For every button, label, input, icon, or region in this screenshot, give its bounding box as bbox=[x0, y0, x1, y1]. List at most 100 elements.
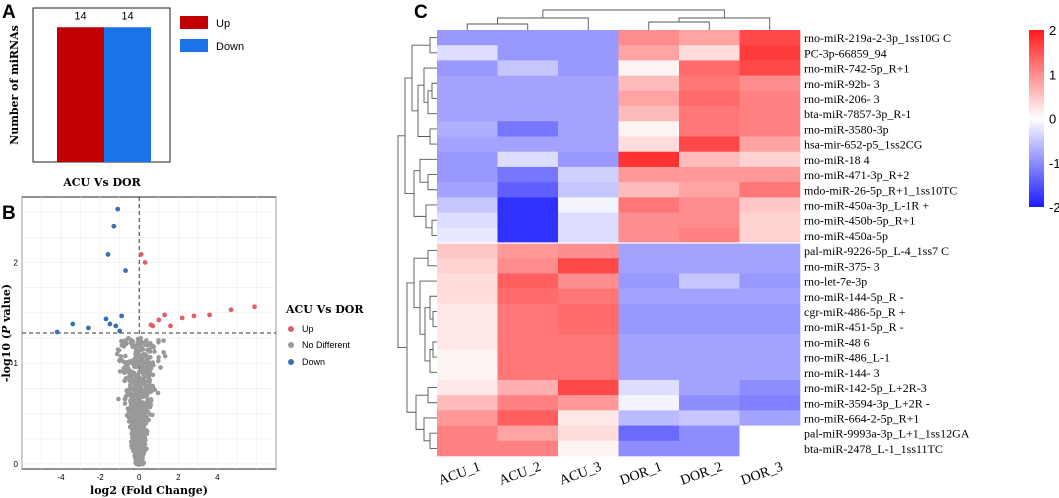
volcano-legend-title: ACU Vs DOR bbox=[285, 303, 364, 316]
heatmap-cell bbox=[679, 45, 740, 61]
heatmap-cell bbox=[497, 227, 559, 244]
heatmap-cell bbox=[618, 60, 680, 76]
heatmap-cell bbox=[437, 349, 498, 366]
heatmap-row-label: rno-miR-450b-5p_R+1 bbox=[804, 214, 915, 228]
heatmap-cell bbox=[618, 75, 680, 92]
point-no-different bbox=[131, 385, 136, 391]
heatmap-cell bbox=[739, 136, 801, 153]
dendro-branch bbox=[432, 341, 437, 358]
heatmap-cell bbox=[437, 75, 498, 92]
point-no-different bbox=[121, 344, 127, 349]
heatmap-cell bbox=[497, 303, 559, 320]
point-no-different bbox=[152, 387, 158, 393]
volcano-legend-up: Up bbox=[302, 324, 314, 334]
heatmap-cell bbox=[679, 212, 740, 229]
point-no-different bbox=[125, 360, 130, 365]
heatmap-cell bbox=[558, 273, 619, 289]
point-down bbox=[115, 206, 121, 212]
point-no-different bbox=[118, 354, 124, 359]
point-no-different bbox=[128, 424, 134, 429]
point-up bbox=[228, 307, 234, 313]
heatmap-row-label: bta-miR-7857-3p_R-1 bbox=[804, 107, 911, 121]
heatmap-row-label: rno-miR-206- 3 bbox=[804, 92, 880, 106]
heatmap-row-label: rno-miR-3580-3p bbox=[804, 122, 889, 136]
heatmap-cell bbox=[679, 379, 740, 396]
heatmap-cell bbox=[437, 364, 498, 381]
heatmap-cell bbox=[558, 410, 619, 426]
point-no-different bbox=[136, 411, 141, 417]
heatmap-cell bbox=[739, 212, 801, 229]
point-down bbox=[123, 268, 128, 273]
heatmap-cell bbox=[739, 151, 801, 168]
point-no-different bbox=[132, 453, 138, 459]
row-dendrogram bbox=[397, 37, 437, 449]
heatmap-row-label: mdo-miR-26-5p_R+1_1ss10TC bbox=[804, 183, 957, 197]
point-no-different bbox=[127, 392, 133, 398]
heatmap-cell bbox=[739, 227, 801, 244]
heatmap-cell bbox=[558, 288, 619, 305]
bar-legend: Up Down bbox=[180, 16, 244, 53]
heatmap-cell bbox=[679, 334, 740, 350]
heatmap-cell bbox=[618, 166, 680, 183]
heatmap-cell bbox=[558, 45, 619, 61]
heatmap-cell bbox=[679, 410, 740, 426]
heatmap-cell bbox=[618, 273, 680, 289]
heatmap-cell bbox=[679, 319, 740, 335]
heatmap-cell bbox=[679, 303, 740, 320]
heatmap-cell bbox=[558, 425, 619, 442]
dendro-branch bbox=[406, 282, 416, 413]
panel-c-label: C bbox=[414, 2, 428, 23]
point-no-different bbox=[150, 412, 155, 418]
dendro-branch bbox=[431, 82, 437, 99]
heatmap-cell bbox=[558, 197, 619, 213]
legend-down-dot bbox=[288, 359, 294, 365]
heatmap-row-label: rno-miR-18 4 bbox=[804, 153, 870, 167]
point-no-different bbox=[139, 438, 144, 444]
heatmap-cell bbox=[497, 243, 559, 259]
point-no-different bbox=[156, 358, 161, 364]
point-no-different bbox=[145, 399, 151, 405]
heatmap-cell bbox=[679, 151, 740, 168]
heatmap-cell bbox=[437, 182, 498, 198]
point-no-different bbox=[148, 402, 154, 408]
heatmap-cell bbox=[437, 166, 498, 183]
heatmap-cell bbox=[618, 379, 680, 396]
dendro-branch bbox=[411, 44, 430, 112]
heatmap-cell bbox=[437, 395, 498, 411]
point-no-different bbox=[129, 443, 134, 448]
heatmap-cell bbox=[739, 303, 801, 320]
point-no-different bbox=[161, 338, 166, 343]
heatmap-row-label: rno-miR-450a-3p_L-1R + bbox=[804, 198, 929, 212]
x-tick-label: 4 bbox=[215, 473, 220, 482]
point-no-different bbox=[122, 378, 127, 384]
point-no-different bbox=[133, 347, 139, 352]
heatmap-cell bbox=[497, 182, 559, 198]
heatmap-cell bbox=[739, 258, 801, 274]
panel-b: B -4 -2 0 2 4 0 1 2 -log10 (P value) log2 (Fold… bbox=[0, 196, 364, 497]
heatmap-cell bbox=[618, 136, 680, 153]
point-no-different bbox=[122, 401, 128, 406]
heatmap-cell bbox=[739, 121, 801, 137]
heatmap-cell bbox=[497, 425, 559, 442]
heatmap-cell bbox=[739, 319, 801, 335]
point-down bbox=[113, 323, 119, 329]
heatmap-cell bbox=[437, 288, 498, 305]
y-tick-label: 1 bbox=[14, 359, 19, 368]
heatmap-cell bbox=[558, 364, 619, 381]
heatmap-cell bbox=[618, 212, 680, 229]
heatmap-cell bbox=[739, 166, 801, 183]
point-no-different bbox=[138, 432, 144, 437]
point-no-different bbox=[130, 400, 135, 405]
panel-b-label: B bbox=[2, 203, 16, 224]
point-no-different bbox=[117, 369, 123, 374]
heatmap-cell bbox=[558, 182, 619, 198]
heatmap-cell bbox=[437, 227, 498, 244]
heatmap-column-label: ACU_1 bbox=[437, 460, 483, 489]
heatmap-cell bbox=[618, 227, 680, 244]
legend-down-swatch bbox=[180, 39, 208, 52]
point-no-different bbox=[128, 403, 134, 409]
heatmap-cell bbox=[558, 227, 619, 244]
heatmap-cell bbox=[679, 136, 740, 153]
heatmap-cell bbox=[558, 90, 619, 107]
